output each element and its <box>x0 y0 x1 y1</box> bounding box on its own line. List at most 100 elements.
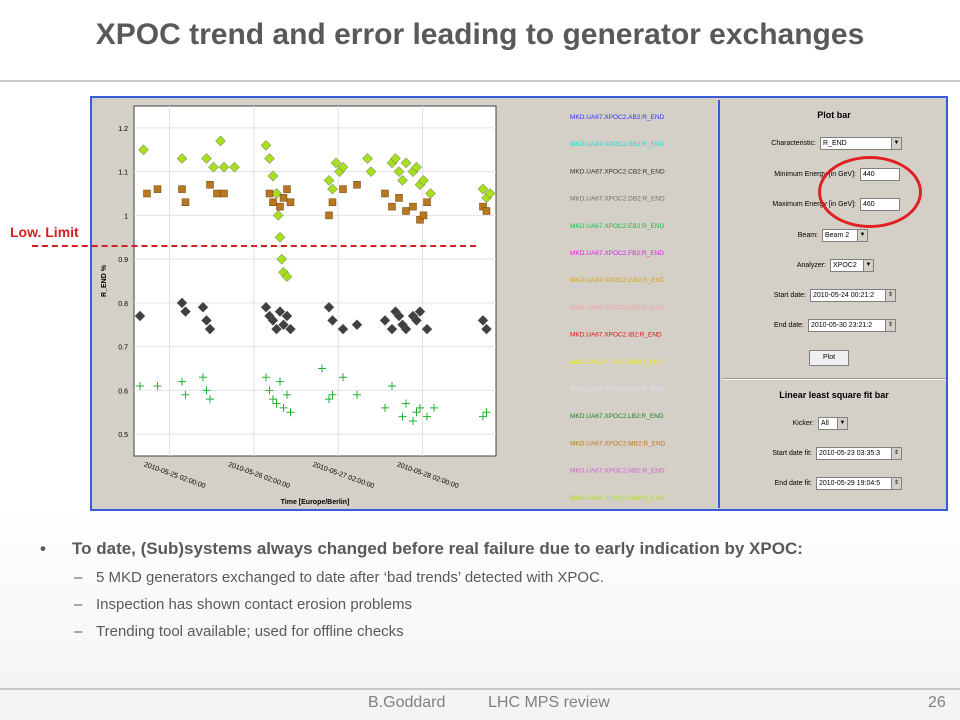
beam-label: Beam: <box>797 232 818 239</box>
data-point <box>276 377 284 386</box>
data-point <box>379 315 391 326</box>
data-point <box>400 323 412 335</box>
beam-select[interactable]: Beam 2 ▼ <box>822 229 868 242</box>
start-date-input[interactable]: 2010-05-24 00:21:2 ⇕ <box>810 289 896 302</box>
data-point <box>323 301 335 313</box>
analyzer-select[interactable]: XPOC2 ▼ <box>830 259 874 272</box>
data-point <box>481 323 492 335</box>
data-point <box>414 306 426 317</box>
x-tick-label: 2010-05-26 02:00:00 <box>227 461 291 490</box>
start-fit-value: 2010-05-23 03:35:3 <box>819 450 881 457</box>
data-point <box>281 271 293 282</box>
data-point <box>206 395 214 404</box>
legend-entry: MKD.UA67.XPOC2.IB2:R_END <box>570 332 662 339</box>
footer-review: LHC MPS review <box>488 694 610 711</box>
data-point <box>176 297 188 309</box>
data-point <box>327 183 338 195</box>
data-point <box>390 153 401 164</box>
chevron-down-icon: ▼ <box>863 260 873 271</box>
analyzer-label: Analyzer: <box>796 262 826 269</box>
start-fit-label: Start date fit: <box>772 450 812 457</box>
legend-entry: MKD.UA67.XPOC2.LB2:R_END <box>570 413 664 420</box>
low-limit-line <box>32 245 476 247</box>
y-axis-title: R_END % <box>101 264 108 297</box>
sub-bullet-text: 5 MKD generators exchanged to date after… <box>96 569 605 586</box>
dash-icon: – <box>74 623 83 640</box>
legend-entry: MKD.UA67.XPOC2.FB2:R_END <box>570 250 664 257</box>
trend-chart: 0.5 0.6 0.7 0.8 0.9 1 1.1 1.2 2010-05-25 02:00:0… <box>101 105 666 506</box>
y-tick-label: 0.5 <box>118 432 128 439</box>
data-point <box>353 181 361 189</box>
legend-entry: MKD.UA67.XPOC2.NB2:R_END <box>570 468 665 475</box>
data-point <box>138 144 149 156</box>
y-tick-label: 1.1 <box>118 170 128 177</box>
data-point <box>265 189 274 198</box>
spinner-icon[interactable]: ⇕ <box>891 478 901 489</box>
x-tick-label: 2010-05-25 02:00:00 <box>143 461 207 490</box>
data-point <box>201 153 212 164</box>
data-point <box>330 157 342 169</box>
data-point <box>271 323 282 335</box>
data-point <box>208 161 219 173</box>
legend-entry: MKD.UA67.XPOC2.DB2:R_END <box>570 196 665 203</box>
data-point <box>479 412 487 421</box>
data-point <box>402 207 410 215</box>
end-fit-input[interactable]: 2010-05-29 19:04:5 ⇕ <box>816 477 902 490</box>
data-point <box>220 189 228 198</box>
data-point <box>325 211 333 220</box>
data-point <box>206 181 214 189</box>
data-point <box>482 207 491 215</box>
data-point <box>393 166 405 177</box>
spinner-icon[interactable]: ⇕ <box>891 448 901 459</box>
max-energy-label: Maximum Energy [in GeV]: <box>772 201 856 208</box>
data-point <box>143 189 151 198</box>
x-tick-label: 2010-05-28 02:00:00 <box>396 461 460 490</box>
data-point <box>279 403 288 412</box>
data-point <box>337 161 349 173</box>
spinner-icon[interactable]: ⇕ <box>885 320 895 331</box>
data-point <box>264 153 275 164</box>
plot-button[interactable]: Plot <box>809 350 849 366</box>
data-point <box>351 319 363 331</box>
data-point <box>278 319 289 331</box>
y-tick-label: 0.9 <box>118 257 128 264</box>
spinner-icon[interactable]: ⇕ <box>885 290 895 301</box>
sub-bullet: – 5 MKD generators exchanged to date aft… <box>40 569 920 586</box>
trend-plot-area: 0.5 0.6 0.7 0.8 0.9 1 1.1 1.2 2010-05-25 02:00:0… <box>94 100 720 508</box>
bullet-list: • To date, (Sub)systems always changed b… <box>40 538 920 640</box>
data-point <box>409 202 417 211</box>
y-tick-label: 0.8 <box>118 301 128 308</box>
legend-entry: MKD.UA67.XPOC2.GB2:R_END <box>570 277 665 284</box>
data-point <box>323 175 335 186</box>
end-date-label: End date: <box>774 322 804 329</box>
characteristic-select[interactable]: R_END ▼ <box>820 137 902 150</box>
data-point <box>400 157 412 169</box>
y-tick-label: 1 <box>124 213 128 220</box>
data-point <box>285 323 296 335</box>
data-point <box>260 301 272 313</box>
plot-controls-panel: Plot bar Characteristic: R_END ▼ Minimum… <box>722 98 946 509</box>
data-point <box>181 390 190 399</box>
start-date-label: Start date: <box>773 292 806 299</box>
data-point <box>281 310 293 322</box>
legend-entry: MKD.UA67.XPOC2.CB2:R_END <box>570 168 665 175</box>
data-point <box>327 315 338 326</box>
end-date-input[interactable]: 2010-05-30 23:21:2 ⇕ <box>808 319 896 332</box>
data-point <box>409 417 417 425</box>
data-point <box>397 175 408 186</box>
min-energy-label: Minimum Energy [in GeV]: <box>774 171 856 178</box>
data-point <box>202 386 211 395</box>
main-bullet: • To date, (Sub)systems always changed b… <box>40 538 920 559</box>
data-point <box>388 382 396 390</box>
data-point <box>218 161 230 173</box>
kicker-select[interactable]: All ▼ <box>818 417 848 430</box>
highlight-circle <box>818 156 922 228</box>
data-point <box>393 310 405 322</box>
start-fit-input[interactable]: 2010-05-23 03:35:3 ⇕ <box>816 447 902 460</box>
data-point <box>398 412 407 421</box>
kicker-label: Kicker: <box>792 420 814 427</box>
chevron-down-icon: ▼ <box>837 418 847 429</box>
data-point <box>279 194 288 202</box>
data-point <box>260 140 272 151</box>
title-divider <box>0 80 960 82</box>
